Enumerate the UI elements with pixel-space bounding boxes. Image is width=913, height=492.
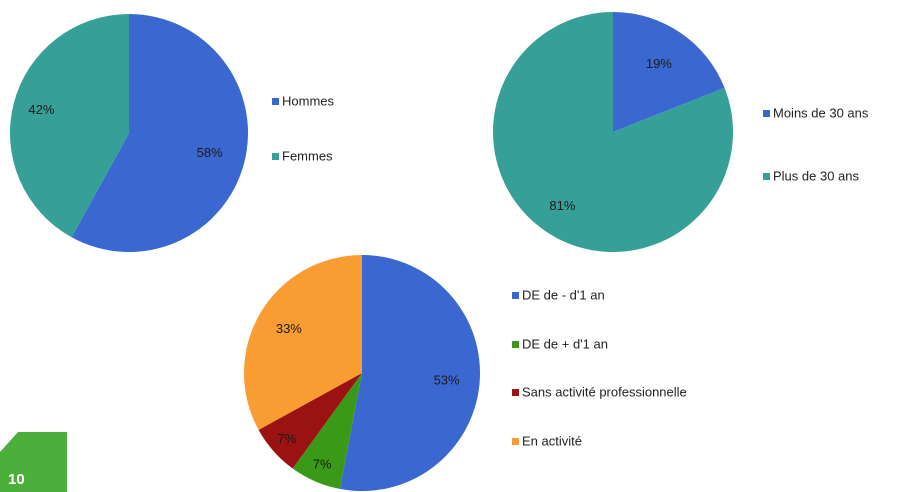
legend-label: Femmes xyxy=(282,148,333,163)
pie-slice xyxy=(339,255,481,492)
legend-label: Sans activité professionnelle xyxy=(522,384,687,399)
pie-slice xyxy=(258,373,362,469)
legend-swatch xyxy=(512,438,519,445)
slice-label: 7% xyxy=(277,431,296,446)
slice-label: 53% xyxy=(434,372,460,387)
pie-slice xyxy=(493,12,733,253)
pie-slice xyxy=(244,255,362,430)
legend-swatch xyxy=(763,110,770,117)
slice-label: 58% xyxy=(197,145,223,160)
page-number: 10 xyxy=(8,471,25,488)
legend-label: En activité xyxy=(522,433,582,448)
page-tab xyxy=(0,432,67,492)
legend-label: Plus de 30 ans xyxy=(773,168,860,183)
legend-swatch xyxy=(512,341,519,348)
legend-label: DE de - d'1 an xyxy=(522,287,605,302)
pie-slice xyxy=(71,14,248,252)
slice-label: 19% xyxy=(646,56,672,71)
legend-swatch xyxy=(272,98,279,105)
slice-label: 33% xyxy=(276,321,302,336)
legend-label: DE de + d'1 an xyxy=(522,336,608,351)
legend-label: Hommes xyxy=(282,93,335,108)
slice-label: 81% xyxy=(549,198,575,213)
legend-swatch xyxy=(512,292,519,299)
legend-swatch xyxy=(763,173,770,180)
legend-swatch xyxy=(272,153,279,160)
pie-slice xyxy=(292,373,362,489)
legend-swatch xyxy=(512,389,519,396)
legend-label: Moins de 30 ans xyxy=(773,105,869,120)
slice-label: 7% xyxy=(313,456,332,471)
slice-label: 42% xyxy=(28,102,54,117)
pie-slice xyxy=(9,14,129,238)
pie-slice xyxy=(613,11,725,132)
